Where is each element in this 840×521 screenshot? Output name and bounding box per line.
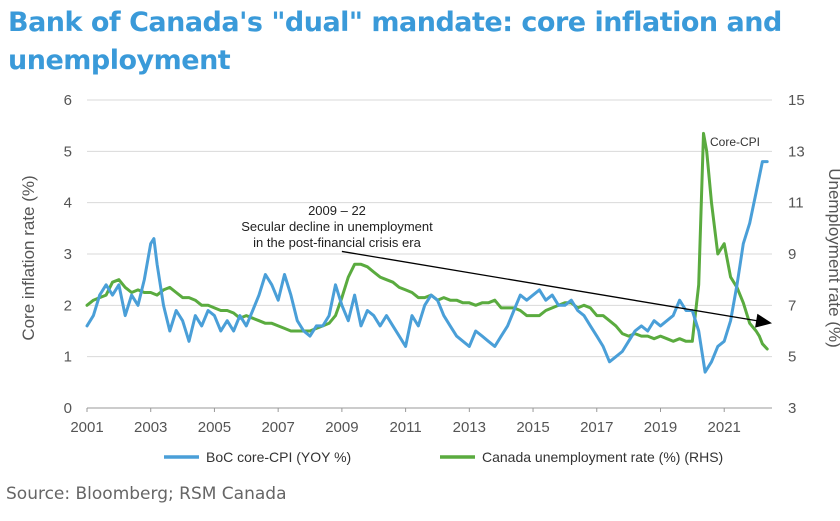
x-tick-label-2011: 2011 xyxy=(389,419,421,436)
x-tick-label-2001: 2001 xyxy=(70,419,103,436)
y2-tick-label-9: 9 xyxy=(788,246,796,263)
legend-label-core-cpi: BoC core-CPI (YOY %) xyxy=(206,449,351,465)
trend-arrow-line xyxy=(341,250,761,322)
right-axis-tick-labels: 3 5 7 9 11 13 15 xyxy=(788,92,805,417)
y2-tick-label-3: 3 xyxy=(788,400,796,417)
annotation-period: 2009 – 22 xyxy=(308,203,366,218)
source-note: Source: Bloomberg; RSM Canada xyxy=(6,484,287,504)
y-tick-label-5: 5 xyxy=(64,143,72,160)
y2-tick-label-7: 7 xyxy=(788,297,796,314)
y2-tick-label-13: 13 xyxy=(788,143,805,160)
annotation-post-crisis: in the post-financial crisis era xyxy=(253,235,421,250)
x-axis-tick-labels: 2001 2003 2005 2007 2009 2011 2013 2015 2017 2019… xyxy=(70,408,741,436)
left-axis-title: Core inflation rate (%) xyxy=(19,175,38,340)
legend-label-unemployment: Canada unemployment rate (%) (RHS) xyxy=(482,449,723,465)
y2-tick-label-11: 11 xyxy=(788,195,804,212)
x-tick-label-2015: 2015 xyxy=(516,419,549,436)
x-tick-label-2019: 2019 xyxy=(644,419,677,436)
y-tick-label-1: 1 xyxy=(64,349,72,366)
y2-tick-label-5: 5 xyxy=(788,349,796,366)
trend-layer xyxy=(341,250,772,328)
x-tick-label-2009: 2009 xyxy=(325,419,358,436)
series-line-core-cpi xyxy=(85,160,769,374)
y2-tick-label-15: 15 xyxy=(788,92,805,109)
right-axis-title: Unemployment rate (%) xyxy=(825,168,840,348)
x-tick-label-2017: 2017 xyxy=(580,419,613,436)
y-tick-label-0: 0 xyxy=(64,400,72,417)
x-tick-label-2007: 2007 xyxy=(261,419,294,436)
x-tick-label-2013: 2013 xyxy=(453,419,486,436)
x-tick-label-2003: 2003 xyxy=(134,419,167,436)
y-tick-label-4: 4 xyxy=(64,195,72,212)
series-layer xyxy=(85,131,769,374)
left-axis-tick-labels: 0 1 2 3 4 5 6 xyxy=(64,92,72,417)
annotation-secular-decline: Secular decline in unemployment xyxy=(241,219,433,234)
x-tick-label-2005: 2005 xyxy=(198,419,231,436)
x-tick-label-2021: 2021 xyxy=(708,419,741,436)
gridlines xyxy=(87,99,772,358)
chart-title: Bank of Canada's "dual" mandate: core in… xyxy=(8,7,782,76)
y-tick-label-2: 2 xyxy=(64,297,72,314)
y-tick-label-3: 3 xyxy=(64,246,72,263)
annotation-core-cpi: Core-CPI xyxy=(710,135,760,149)
legend: BoC core-CPI (YOY %) Canada unemployment… xyxy=(164,449,723,465)
trend-arrow-head xyxy=(755,313,772,328)
y-tick-label-6: 6 xyxy=(64,92,72,109)
series-line-unemployment xyxy=(85,131,769,351)
